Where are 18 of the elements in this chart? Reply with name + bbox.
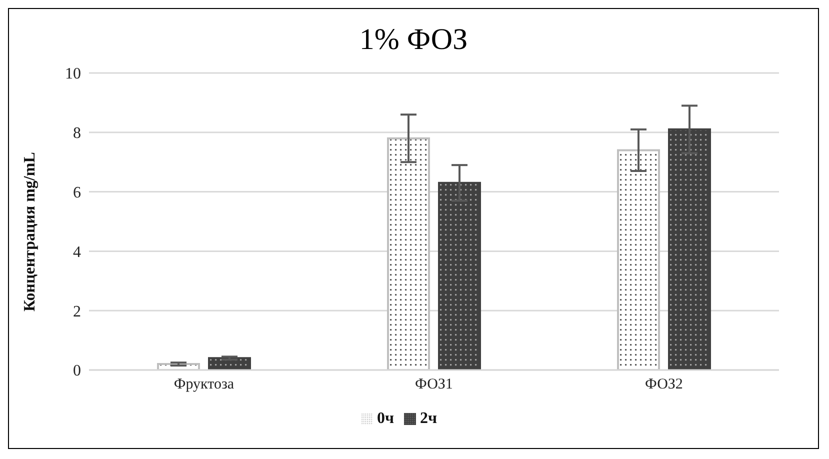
y-tick-label: 8 xyxy=(73,125,81,142)
bar xyxy=(668,128,711,370)
y-tick-label: 2 xyxy=(73,303,81,320)
bar xyxy=(208,357,251,370)
y-tick-label: 10 xyxy=(65,66,81,83)
y-tick-label: 4 xyxy=(73,244,81,261)
x-tick-label: Фруктоза xyxy=(174,376,234,393)
y-axis-title: Концентрация mg/mL xyxy=(22,152,39,312)
y-tick-label: 0 xyxy=(73,362,81,380)
legend-label: 0ч xyxy=(376,410,394,427)
y-tick-label: 6 xyxy=(73,184,81,202)
legend-label: 2ч xyxy=(420,410,438,427)
bar xyxy=(387,137,430,370)
x-tick-label: ФОЗ1 xyxy=(415,376,453,393)
x-tick-label: ФОЗ2 xyxy=(645,376,683,393)
chart-title: 1% ФОЗ xyxy=(358,23,469,57)
bar xyxy=(617,149,660,370)
bar xyxy=(438,182,481,370)
